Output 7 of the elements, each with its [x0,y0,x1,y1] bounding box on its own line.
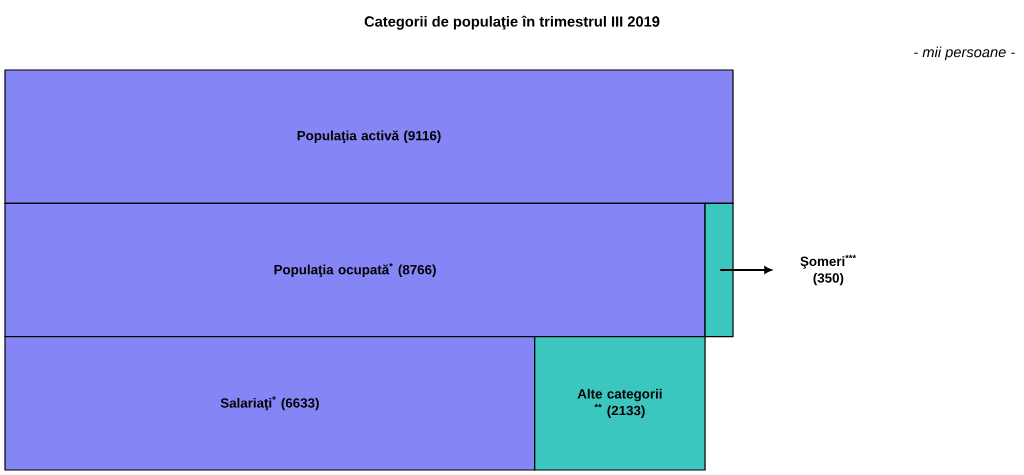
text: Şomeri$^{***}$ (350) [800,254,857,286]
data-label: Populaţia ocupată$^{*}$ (8766) [274,262,436,278]
data-label: Salariaţi$^{*}$ (6633) [220,396,319,411]
chart-title: Categorii de populaţie în trimestrul III 2019 [364,15,660,30]
data-label: Populaţia activă (9116) [297,130,441,143]
data-label: Alte categorii $^{**}$ (2133) [577,388,662,418]
text: - mii persoane - [914,46,1015,61]
